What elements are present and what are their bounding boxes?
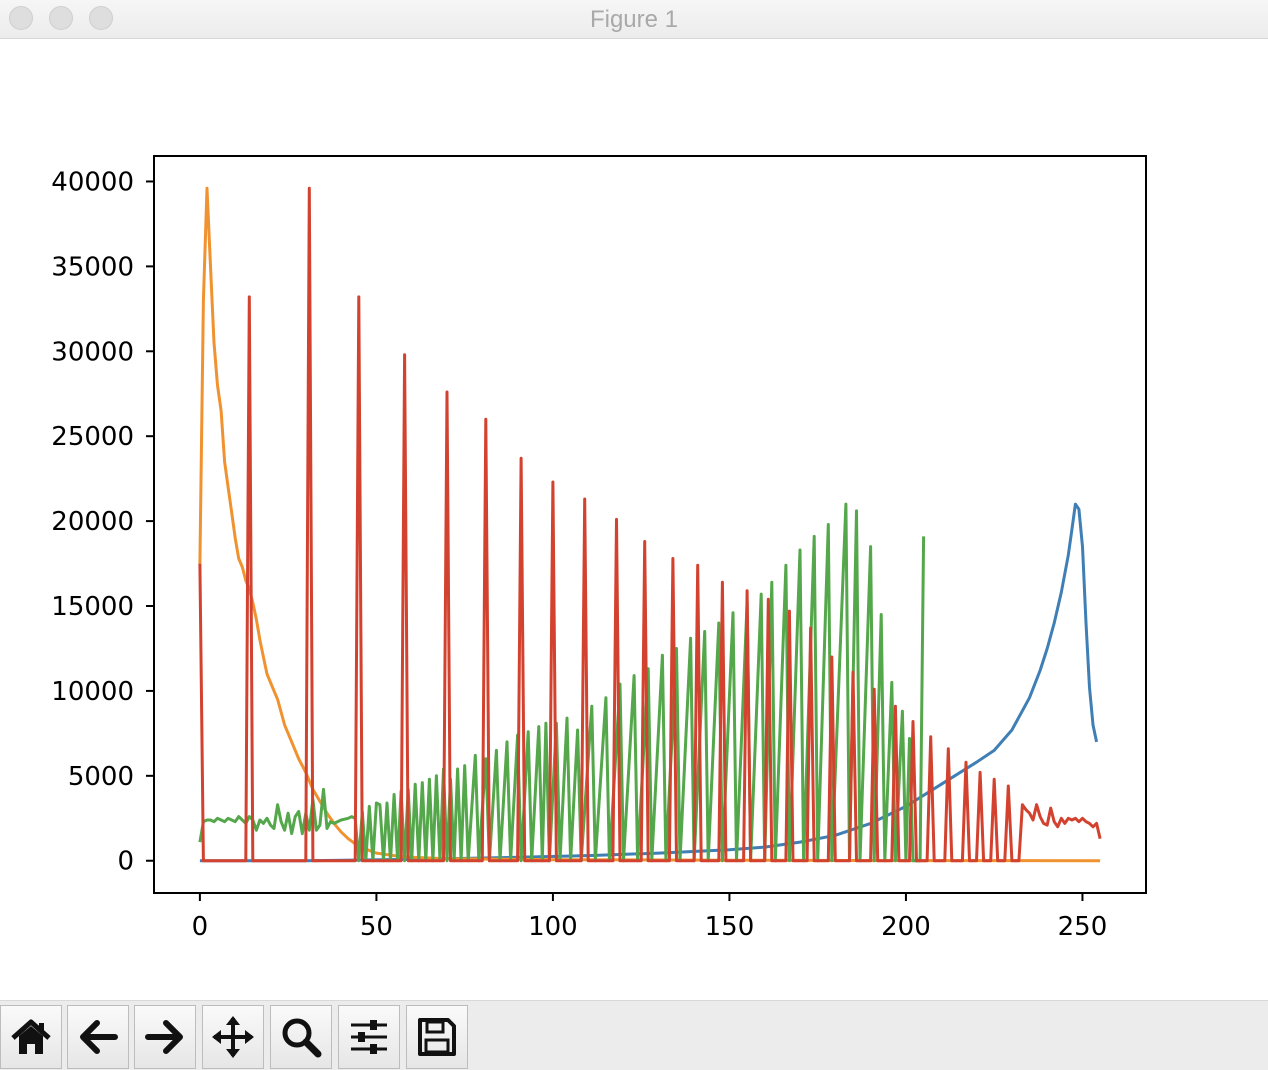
floppy-disk-icon bbox=[418, 1018, 456, 1056]
figure-canvas[interactable]: 0 50 100 150 200 250 0 5000 10000 15000 20000 25000… bbox=[0, 39, 1268, 1000]
close-window-button[interactable] bbox=[9, 6, 33, 30]
y-tick-label: 5000 bbox=[68, 762, 134, 792]
window-title: Figure 1 bbox=[589, 6, 679, 33]
x-tick-label: 100 bbox=[528, 912, 578, 942]
save-button[interactable] bbox=[406, 1005, 468, 1069]
minimize-window-button[interactable] bbox=[49, 6, 73, 30]
y-tick-label: 40000 bbox=[51, 167, 134, 197]
zoom-button[interactable] bbox=[270, 1005, 332, 1069]
back-button[interactable] bbox=[67, 1005, 129, 1069]
y-tick-label: 35000 bbox=[51, 252, 134, 282]
y-tick-label: 15000 bbox=[51, 592, 134, 622]
y-tick-label: 10000 bbox=[51, 677, 134, 707]
y-tick-label: 30000 bbox=[51, 337, 134, 367]
x-tick-label: 200 bbox=[881, 912, 931, 942]
home-icon bbox=[11, 1019, 51, 1054]
window-titlebar: Figure 1 bbox=[0, 0, 1268, 39]
pan-button[interactable] bbox=[202, 1005, 264, 1069]
move-icon bbox=[212, 1016, 254, 1058]
ticks-layer: 0 50 100 150 200 250 0 5000 10000 15000 20000 25000… bbox=[51, 167, 1107, 942]
sliders-icon bbox=[351, 1020, 387, 1054]
line-chart[interactable]: 0 50 100 150 200 250 0 5000 10000 15000 20000 25000… bbox=[0, 39, 1268, 1000]
navigation-toolbar bbox=[0, 1000, 1268, 1070]
arrow-right-icon bbox=[145, 1020, 183, 1054]
configure-subplots-button[interactable] bbox=[338, 1005, 400, 1069]
x-tick-label: 250 bbox=[1058, 912, 1108, 942]
zoom-window-button[interactable] bbox=[89, 6, 113, 30]
forward-button[interactable] bbox=[134, 1005, 196, 1069]
x-tick-label: 150 bbox=[705, 912, 755, 942]
magnifier-icon bbox=[282, 1018, 322, 1058]
series-line-2 bbox=[198, 186, 1101, 863]
y-tick-label: 0 bbox=[117, 847, 134, 877]
y-tick-label: 20000 bbox=[51, 507, 134, 537]
x-tick-label: 0 bbox=[192, 912, 209, 942]
plot-frame bbox=[153, 155, 1147, 894]
y-tick-label: 25000 bbox=[51, 422, 134, 452]
arrow-left-icon bbox=[80, 1020, 118, 1054]
series-layer bbox=[198, 186, 1102, 863]
home-button[interactable] bbox=[0, 1005, 62, 1069]
x-tick-label: 50 bbox=[360, 912, 393, 942]
series-line-4 bbox=[198, 186, 1102, 863]
